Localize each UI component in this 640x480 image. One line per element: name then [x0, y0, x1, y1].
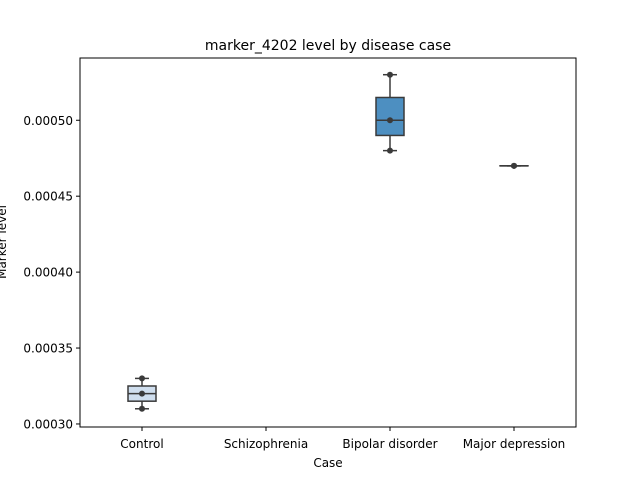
x-tick-label: Schizophrenia	[224, 437, 308, 451]
y-tick-label: 0.00040	[23, 266, 73, 280]
data-point	[387, 117, 393, 124]
box-iqr	[375, 96, 405, 137]
y-axis: 0.00030 0.00035 0.00040 0.00045 0.00050	[23, 114, 80, 431]
y-tick-label: 0.00045	[23, 190, 73, 204]
x-tick-label: Bipolar disorder	[342, 437, 437, 451]
x-tick-label: Major depression	[463, 437, 566, 451]
data-point	[511, 162, 517, 169]
data-point	[387, 147, 393, 154]
y-axis-label: Marker level	[0, 205, 9, 279]
data-point	[139, 405, 145, 412]
data-point	[139, 390, 145, 397]
box-bipolar-disorder	[375, 71, 405, 154]
chart-title: marker_4202 level by disease case	[205, 38, 451, 54]
x-axis: Control Schizophrenia Bipolar disorder Majo…	[120, 427, 565, 451]
plot-frame	[79, 57, 577, 428]
y-tick-label: 0.00035	[23, 342, 73, 356]
box-control	[127, 375, 157, 412]
x-axis-label: Case	[313, 456, 342, 470]
data-point	[139, 375, 145, 382]
x-tick-label: Control	[120, 437, 163, 451]
box-major-depression	[499, 162, 529, 169]
y-tick-label: 0.00030	[23, 417, 73, 431]
data-point	[387, 71, 393, 78]
y-tick-label: 0.00050	[23, 114, 73, 128]
plot-area	[127, 71, 529, 412]
